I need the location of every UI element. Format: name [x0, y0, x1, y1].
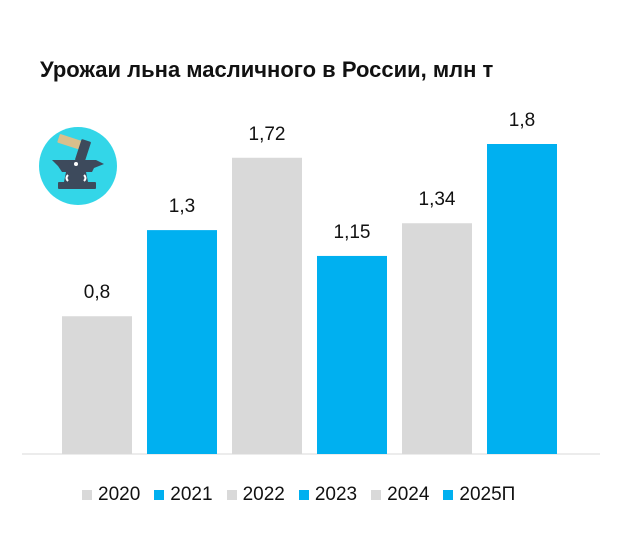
data-label-2022: 1,72 [249, 124, 286, 145]
legend-label: 2022 [242, 484, 285, 505]
legend-item-2022: 2022 [226, 484, 285, 506]
legend-swatch [443, 490, 454, 500]
bar-2021 [147, 230, 217, 454]
legend-label: 2025П [459, 484, 516, 505]
legend-swatch [154, 490, 165, 500]
bar-2024 [402, 223, 472, 454]
legend-item-2023: 2023 [298, 484, 358, 506]
legend-swatch [371, 490, 382, 500]
bar-2022 [232, 157, 302, 454]
bar-2023 [317, 255, 387, 454]
legend-swatch [298, 490, 309, 500]
legend-label: 2023 [314, 484, 358, 505]
bar-2020 [62, 316, 132, 454]
data-label-2021: 1,3 [169, 196, 195, 217]
legend-label: 2021 [170, 484, 213, 505]
legend-item-2021: 2021 [154, 484, 213, 506]
data-label-2020: 0,8 [84, 282, 110, 303]
legend-label: 2020 [98, 484, 141, 505]
anvil-hammer-icon [38, 126, 118, 206]
data-label-2025П: 1,8 [509, 110, 535, 131]
chart-legend: 2020 2021 2022 2023 2024 2025П [82, 484, 515, 506]
legend-item-2020: 2020 [82, 484, 140, 506]
chart-title: Урожаи льна масличного в России, млн т [40, 57, 494, 82]
bar-2025П [487, 144, 557, 454]
legend-item-2024: 2024 [371, 484, 429, 506]
legend-item-2025П: 2025П [443, 484, 515, 506]
data-label-2024: 1,34 [419, 189, 456, 210]
legend-swatch [82, 490, 92, 500]
legend-swatch [226, 490, 237, 500]
data-label-2023: 1,15 [334, 222, 371, 243]
legend-label: 2024 [387, 484, 430, 505]
